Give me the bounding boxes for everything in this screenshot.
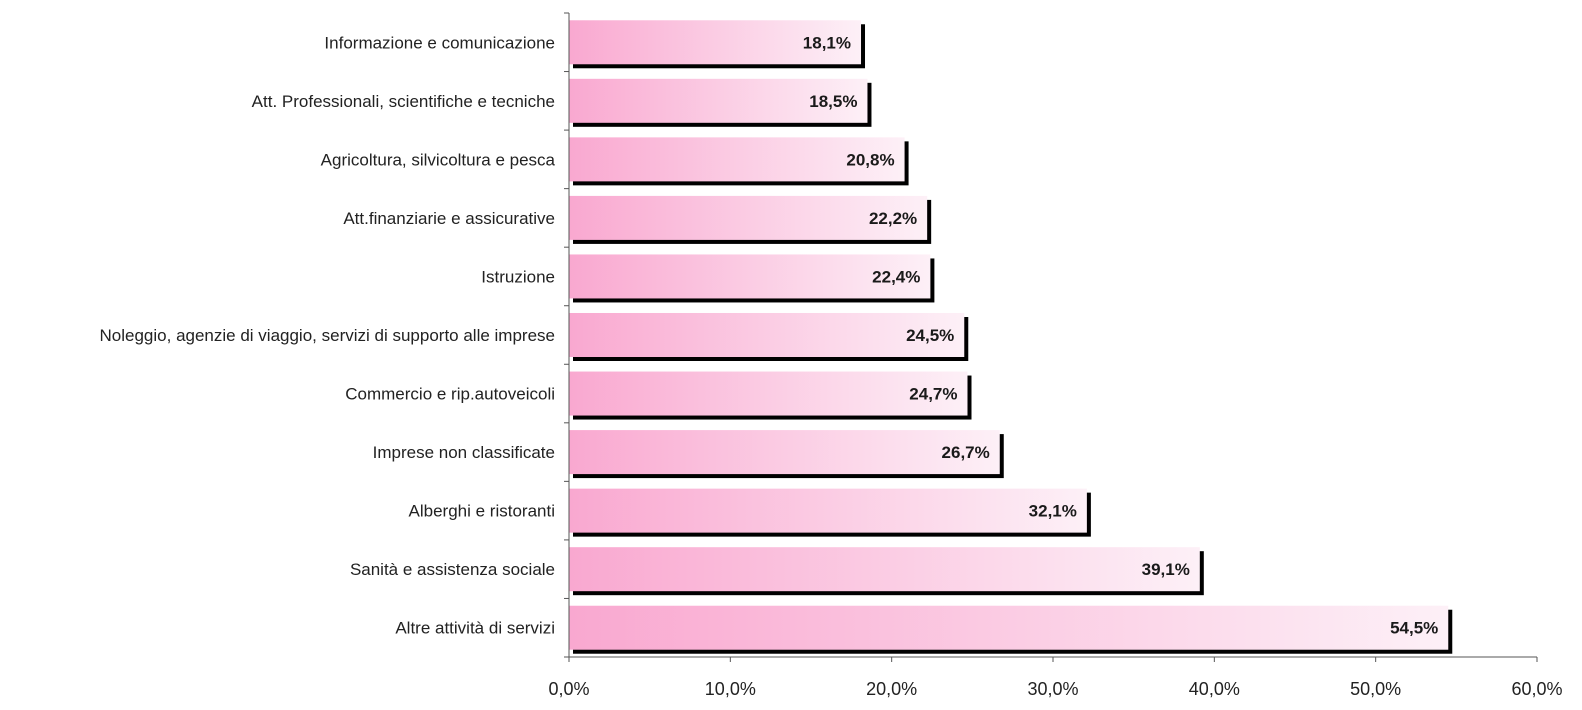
bar	[569, 547, 1200, 592]
category-label: Att. Professionali, scientifiche e tecni…	[252, 92, 555, 111]
data-label: 20,8%	[846, 150, 894, 169]
bar	[569, 605, 1449, 650]
data-label: 22,2%	[869, 209, 917, 228]
bar	[569, 254, 931, 299]
x-tick-label: 40,0%	[1189, 679, 1240, 699]
bar	[569, 313, 965, 357]
data-label: 24,5%	[906, 326, 954, 345]
x-tick-label: 30,0%	[1027, 679, 1078, 699]
category-label: Sanità e assistenza sociale	[350, 560, 555, 579]
bar	[569, 137, 905, 182]
category-label: Att.finanziarie e assicurative	[343, 209, 555, 228]
category-label: Noleggio, agenzie di viaggio, servizi di…	[100, 326, 555, 345]
category-label: Istruzione	[481, 267, 555, 286]
x-tick-label: 20,0%	[866, 679, 917, 699]
x-tick-label: 60,0%	[1511, 679, 1562, 699]
bar	[569, 195, 928, 240]
category-label: Imprese non classificate	[373, 443, 555, 462]
data-label: 18,5%	[809, 92, 857, 111]
data-label: 18,1%	[803, 33, 851, 52]
bar	[569, 430, 1000, 475]
category-label: Informazione e comunicazione	[324, 33, 555, 52]
x-tick-label: 10,0%	[705, 679, 756, 699]
x-tick-label: 0,0%	[548, 679, 589, 699]
data-label: 39,1%	[1142, 560, 1190, 579]
bar	[569, 371, 968, 416]
data-label: 24,7%	[909, 385, 957, 404]
x-tick-label: 50,0%	[1350, 679, 1401, 699]
bar	[569, 20, 862, 65]
data-label: 32,1%	[1029, 502, 1077, 521]
data-label: 26,7%	[942, 443, 990, 462]
data-label: 54,5%	[1390, 619, 1438, 638]
category-label: Agricoltura, silvicoltura e pesca	[321, 150, 556, 169]
category-label: Commercio e rip.autoveicoli	[345, 385, 555, 404]
bar	[569, 78, 868, 123]
bar	[569, 488, 1087, 533]
data-label: 22,4%	[872, 267, 920, 286]
category-label: Alberghi e ristoranti	[409, 502, 555, 521]
category-label: Altre attività di servizi	[395, 619, 555, 638]
